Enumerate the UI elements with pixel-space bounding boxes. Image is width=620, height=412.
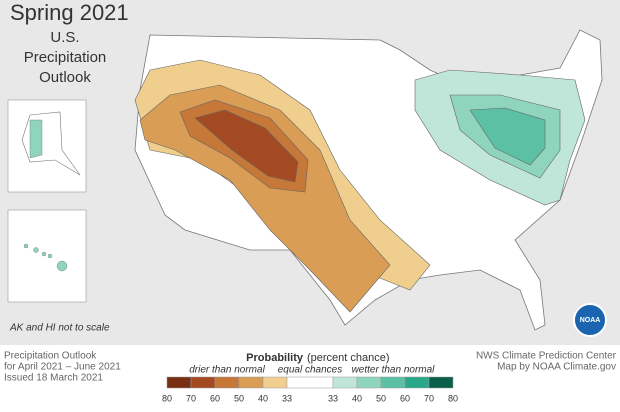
legend-swatch	[380, 376, 406, 389]
footer-left: Precipitation Outlook	[4, 351, 97, 362]
legend-label: wetter than normal	[352, 365, 436, 376]
footer-left: Issued 18 March 2021	[4, 373, 103, 384]
footer-left: for April 2021 – June 2021	[4, 362, 121, 373]
legend-swatch	[428, 376, 454, 389]
legend-tick-label: 50	[234, 393, 244, 403]
logo-text: NOAA	[580, 317, 601, 324]
legend-label: drier than normal	[189, 365, 265, 376]
legend-tick-label: 80	[162, 393, 172, 403]
hawaii-islands	[23, 243, 68, 272]
footer-right: Map by NOAA Climate.gov	[497, 362, 616, 373]
legend-title-note: (percent chance)	[307, 352, 390, 364]
legend-swatch	[214, 376, 240, 389]
legend-title: Probability	[246, 352, 304, 364]
legend-tick-label: 70	[424, 393, 434, 403]
legend-tick-label: 60	[400, 393, 410, 403]
legend-tick-label: 50	[376, 393, 386, 403]
legend-swatch	[332, 376, 358, 389]
legend-label: equal chances	[278, 365, 343, 376]
legend-tick-label: 40	[258, 393, 268, 403]
subtitle: Precipitation	[24, 49, 107, 66]
subtitle: U.S.	[50, 29, 79, 46]
legend-tick-label: 33	[282, 393, 292, 403]
title: Spring 2021	[10, 0, 129, 25]
legend-swatch	[166, 376, 192, 389]
wet-core	[469, 107, 546, 166]
footer-right: NWS Climate Prediction Center	[476, 351, 617, 362]
legend-tick-label: 60	[210, 393, 220, 403]
legend-tick-label: 33	[328, 393, 338, 403]
subtitle: Outlook	[39, 69, 91, 86]
legend-tick-label: 70	[186, 393, 196, 403]
legend-tick-label: 40	[352, 393, 362, 403]
legend-swatch	[356, 376, 382, 389]
inset-note: AK and HI not to scale	[9, 323, 110, 334]
legend-swatch	[190, 376, 216, 389]
noaa-logo	[573, 303, 607, 337]
dry-core	[194, 109, 299, 183]
legend-swatch	[238, 376, 264, 389]
alaska-wet	[29, 119, 43, 159]
legend-tick-label: 80	[448, 393, 458, 403]
legend-swatch	[262, 376, 288, 389]
hawaii-inset	[7, 209, 87, 303]
legend-swatch	[286, 376, 334, 389]
legend-swatch	[404, 376, 430, 389]
